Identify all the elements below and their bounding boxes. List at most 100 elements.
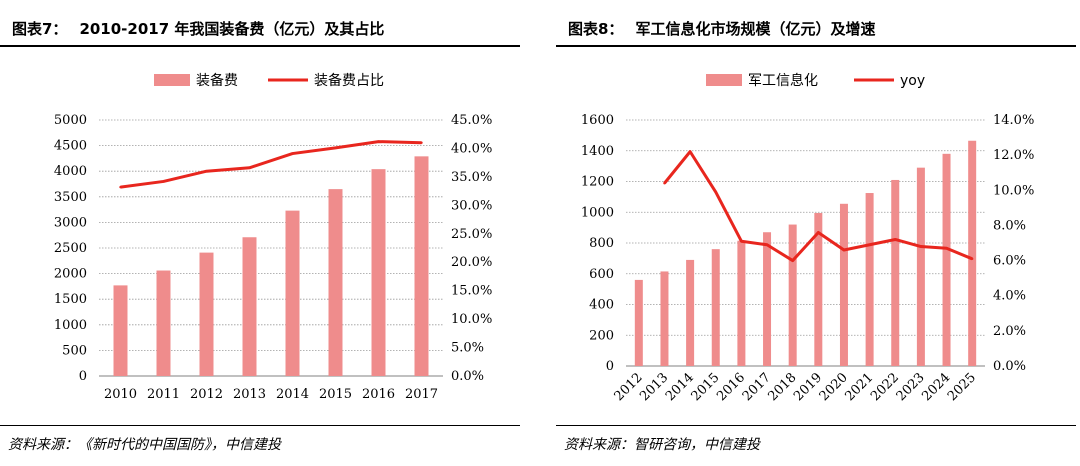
- left-axis-tick-label: 4000: [54, 164, 87, 179]
- bar: [328, 189, 343, 376]
- x-tick-label: 2015: [319, 387, 352, 402]
- figure-7-bottom-rule: [0, 425, 520, 426]
- right-axis-tick-label: 4.0%: [993, 289, 1026, 304]
- figure-7-chart: 0 500 1000 1500 2000 2500 3000 3500 4000 4500 5000…: [54, 72, 492, 402]
- bar: [242, 237, 257, 376]
- line-point: [765, 243, 769, 246]
- figure-7-title-text: 2010-2017 年我国装备费（亿元）及其占比: [79, 20, 385, 38]
- x-tick-label: 2017: [405, 387, 438, 402]
- line-point: [119, 185, 122, 189]
- line-point: [688, 150, 692, 153]
- figure-8-top-rule: [556, 45, 1076, 47]
- figure-8-chart: 0 200 400 600 800 1000 1200 1400 1600 0.0% 2.0% 4.0…: [581, 72, 1034, 404]
- series-line: [120, 140, 422, 189]
- x-tick-label: 2014: [276, 387, 309, 402]
- bar: [660, 271, 669, 366]
- legend-bar-swatch: [154, 74, 190, 86]
- figure-8-number: 图表8：: [568, 20, 624, 38]
- left-axis-tick-label: 0: [606, 359, 614, 374]
- x-tick-label: 2021: [842, 370, 876, 404]
- line-point: [970, 257, 974, 261]
- line-point: [205, 170, 208, 173]
- right-axis-tick-label: 14.0%: [993, 113, 1034, 128]
- x-tick-label: 2012: [190, 387, 223, 402]
- right-axis-tick-label: 25.0%: [451, 227, 492, 242]
- bar: [156, 270, 171, 376]
- left-axis-tick-label: 800: [589, 236, 614, 251]
- bar: [686, 259, 695, 366]
- left-axis-tick-label: 400: [589, 298, 614, 313]
- right-axis-tick-label: 30.0%: [451, 198, 492, 213]
- left-axis-tick-label: 1000: [54, 318, 87, 333]
- right-axis-tick-label: 45.0%: [451, 113, 492, 128]
- line-point: [894, 238, 897, 241]
- x-tick-label: 2019: [791, 370, 825, 404]
- left-axis-tick-label: 1600: [581, 113, 614, 128]
- line-point: [162, 180, 165, 183]
- left-axis-tick-label: 1400: [581, 144, 614, 159]
- x-tick-label: 2023: [894, 370, 928, 404]
- figure-7-title: 图表7： 2010-2017 年我国装备费（亿元）及其占比: [12, 18, 384, 39]
- x-tick-label: 2013: [637, 370, 671, 404]
- bar: [737, 240, 746, 366]
- x-tick-label: 2012: [612, 370, 646, 404]
- line-point: [945, 247, 948, 250]
- legend-bar-label: 军工信息化: [748, 72, 818, 89]
- x-tick-label: 2016: [362, 387, 395, 402]
- left-axis-tick-label: 2000: [54, 267, 87, 282]
- figure-8-source: 资料来源：智研咨询，中信建投: [564, 437, 760, 453]
- line-point: [420, 141, 423, 144]
- bar: [788, 224, 797, 366]
- x-tick-label: 2020: [817, 370, 851, 404]
- left-axis-tick-label: 1200: [581, 175, 614, 190]
- line-point: [291, 152, 294, 155]
- right-axis-tick-label: 12.0%: [993, 148, 1034, 163]
- figure-7-top-rule: [0, 45, 520, 47]
- x-tick-label: 2016: [714, 370, 748, 404]
- line-point: [663, 182, 666, 185]
- figure-8-title-text: 军工信息化市场规模（亿元）及增速: [635, 20, 876, 38]
- line-point: [377, 140, 380, 143]
- right-axis-tick-label: 40.0%: [451, 141, 492, 156]
- x-tick-label: 2011: [147, 387, 180, 402]
- bar: [968, 140, 977, 366]
- bar: [199, 252, 214, 376]
- bar: [942, 153, 951, 366]
- line-point: [817, 231, 820, 234]
- figure-8-bottom-rule: [556, 425, 1076, 426]
- bar: [634, 279, 643, 366]
- bar: [916, 167, 925, 366]
- right-axis-tick-label: 8.0%: [993, 218, 1026, 233]
- right-axis-tick-label: 2.0%: [993, 324, 1026, 339]
- line-point: [714, 190, 717, 194]
- x-tick-label: 2017: [740, 370, 774, 404]
- figure-8-panel: 图表8： 军工信息化市场规模（亿元）及增速 0 200 400 600 800 1000 12…: [556, 0, 1076, 466]
- x-tick-label: 2015: [689, 370, 723, 404]
- left-axis-tick-label: 4500: [54, 139, 87, 154]
- x-tick-label: 2013: [233, 387, 266, 402]
- bar: [814, 213, 823, 366]
- line-point: [334, 146, 337, 150]
- bar: [839, 203, 848, 366]
- right-axis-tick-label: 15.0%: [451, 284, 492, 299]
- right-axis-tick-label: 0.0%: [993, 359, 1026, 374]
- right-axis-tick-label: 10.0%: [451, 312, 492, 327]
- left-axis-tick-label: 3000: [54, 215, 87, 230]
- right-axis-tick-label: 0.0%: [451, 369, 484, 384]
- figure-7-panel: 图表7： 2010-2017 年我国装备费（亿元）及其占比 0 500 1000 150…: [0, 0, 520, 466]
- line-point: [791, 259, 794, 262]
- left-axis-tick-label: 2500: [54, 241, 87, 256]
- left-axis-tick-label: 200: [589, 328, 614, 343]
- legend-line-label: yoy: [900, 73, 925, 89]
- bar: [763, 232, 772, 366]
- line-point: [740, 240, 743, 243]
- right-axis-tick-label: 5.0%: [451, 341, 484, 356]
- figure-7-number: 图表7：: [12, 20, 68, 38]
- x-tick-label: 2025: [945, 370, 979, 404]
- bar: [371, 169, 386, 376]
- left-axis-tick-label: 1500: [54, 292, 87, 307]
- bar: [711, 249, 720, 366]
- legend-bar-swatch: [706, 74, 742, 86]
- legend-bar-label: 装备费: [196, 72, 238, 89]
- x-tick-label: 2014: [663, 370, 697, 404]
